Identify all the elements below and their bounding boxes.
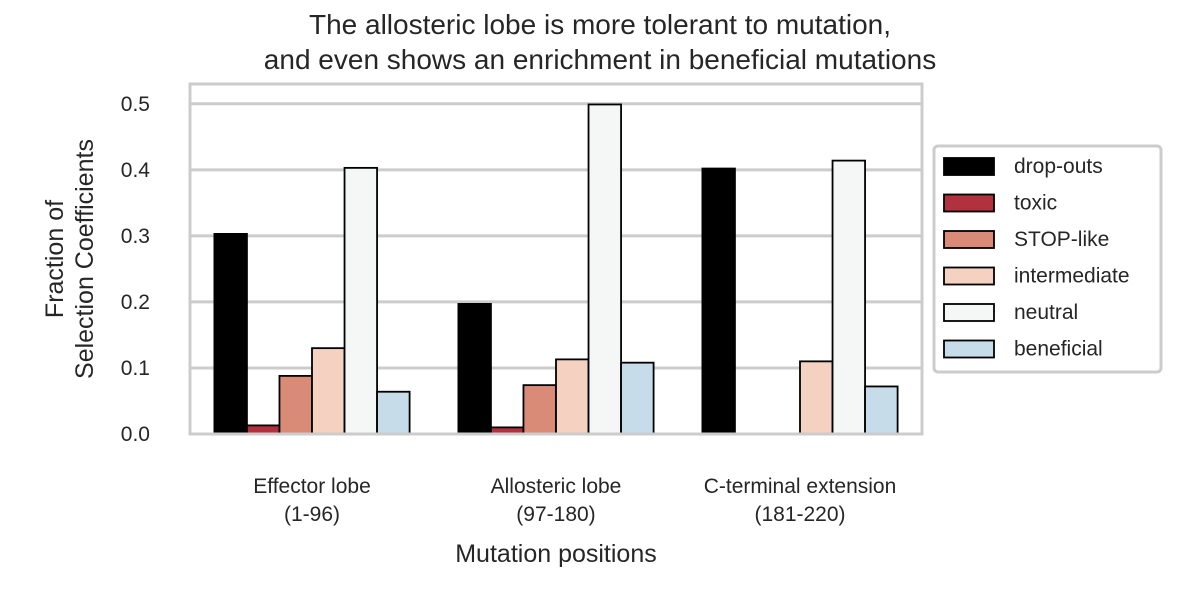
legend-swatch — [943, 193, 995, 213]
y-axis-label-line: Selection Coefficients — [71, 139, 99, 379]
y-tick-label: 0.1 — [121, 357, 150, 380]
y-tick-label: 0.0 — [121, 423, 150, 446]
bar-drop-outs — [457, 303, 492, 435]
x-tick-label: C-terminal extension — [704, 475, 897, 498]
bar-intermediate — [799, 360, 834, 435]
x-tick-label: Effector lobe — [253, 475, 371, 498]
bar-drop-outs — [701, 167, 736, 435]
y-tick-label: 0.3 — [121, 225, 150, 248]
bar-beneficial — [864, 385, 899, 435]
chart-title: The allosteric lobe is more tolerant to … — [264, 9, 936, 75]
bar-beneficial — [620, 361, 655, 435]
legend-entry: drop-outs — [1014, 155, 1103, 178]
y-tick-label: 0.2 — [121, 291, 150, 314]
legend-swatch — [943, 157, 995, 176]
legend-entry: STOP-like — [1014, 228, 1109, 251]
y-axis-label-line: Fraction of — [41, 200, 69, 318]
legend-entry: intermediate — [1014, 265, 1130, 288]
legend-entry: toxic — [1014, 192, 1057, 215]
x-tick-label: (97-180) — [516, 503, 595, 526]
legend-swatch — [943, 339, 995, 359]
legend-entry: beneficial — [1014, 338, 1103, 361]
bar-beneficial — [376, 390, 411, 435]
bar-intermediate — [311, 347, 346, 435]
y-tick-label: 0.5 — [121, 93, 150, 116]
y-axis-label: Fraction of Selection Coefficients — [41, 139, 99, 379]
x-tick-label: (1-96) — [284, 503, 340, 526]
plot-frame — [188, 82, 924, 436]
legend-swatch — [943, 266, 995, 286]
legend-swatch — [943, 230, 995, 249]
y-tick-labels: 0.0 0.1 0.2 0.3 0.4 0.5 — [121, 93, 151, 446]
y-tick-label: 0.4 — [121, 159, 151, 182]
x-tick-label: Allosteric lobe — [491, 475, 622, 498]
legend-entry: neutral — [1014, 301, 1078, 324]
bar-stop-like — [278, 374, 313, 435]
bar-neutral — [831, 159, 866, 435]
legend-swatch — [943, 303, 995, 322]
bar-intermediate — [555, 358, 590, 435]
bar-drop-outs — [213, 233, 248, 435]
bar-neutral — [343, 166, 378, 435]
bar-neutral — [587, 103, 622, 435]
chart-title-line: and even shows an enrichment in benefici… — [264, 44, 936, 75]
x-tick-labels: Effector lobe (1-96) Allosteric lobe (97-18… — [253, 475, 896, 526]
x-axis-label: Mutation positions — [455, 540, 657, 568]
bars — [213, 103, 899, 435]
legend: drop-outs toxic STOP-like intermediate neutr… — [932, 144, 1163, 374]
chart-title-line: The allosteric lobe is more tolerant to … — [309, 9, 891, 40]
bar-stop-like — [522, 384, 557, 435]
x-tick-label: (181-220) — [754, 503, 845, 526]
